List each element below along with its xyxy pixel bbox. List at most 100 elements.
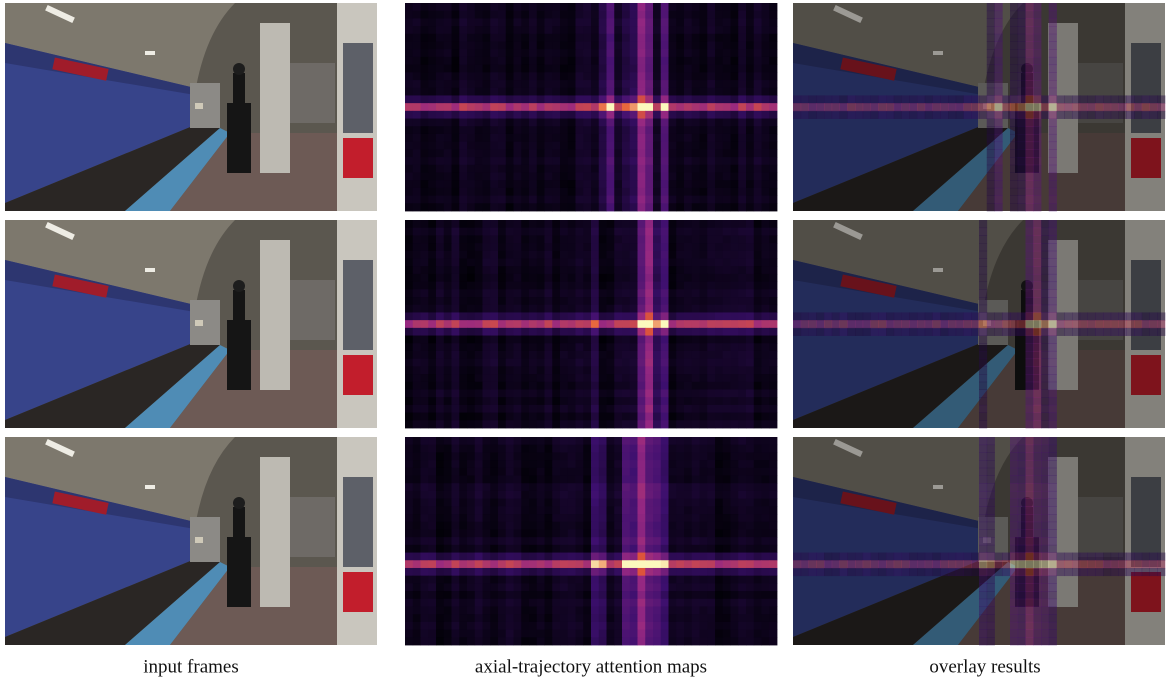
- heat-cell: [707, 274, 715, 282]
- heat-cell: [707, 65, 715, 73]
- heat-cell: [715, 437, 723, 445]
- heat-cell: [413, 305, 421, 313]
- heat-cell: [452, 297, 460, 305]
- heat-cell: [723, 243, 731, 251]
- heat-cell: [622, 583, 630, 591]
- heat-cell: [483, 142, 491, 150]
- heat-cell: [537, 576, 545, 584]
- heat-cell: [1150, 103, 1158, 111]
- heat-cell: [622, 220, 630, 228]
- heat-cell: [413, 18, 421, 26]
- heat-cell: [475, 514, 483, 522]
- heat-cell: [700, 614, 708, 622]
- heat-cell: [498, 499, 506, 507]
- heat-cell: [769, 3, 777, 11]
- heat-cell: [971, 95, 979, 103]
- heat-cell: [483, 312, 491, 320]
- heat-cell: [769, 545, 777, 553]
- heat-cell: [746, 235, 754, 243]
- heat-cell: [731, 72, 739, 80]
- heat-cell: [421, 599, 429, 607]
- heat-cell: [583, 614, 591, 622]
- heat-cell: [700, 382, 708, 390]
- heat-cell: [676, 3, 684, 11]
- heat-cell: [1049, 196, 1057, 204]
- heat-cell: [653, 312, 661, 320]
- heat-cell: [521, 196, 529, 204]
- heat-cell: [583, 405, 591, 413]
- heat-cell: [428, 591, 436, 599]
- heat-cell: [863, 560, 871, 568]
- heat-cell: [467, 196, 475, 204]
- heat-cell: [436, 545, 444, 553]
- heat-cell: [746, 420, 754, 428]
- heat-cell: [676, 343, 684, 351]
- heat-cell: [940, 320, 948, 328]
- heat-cell: [552, 583, 560, 591]
- heat-cell: [1033, 452, 1041, 460]
- heat-cell: [405, 437, 413, 445]
- heat-cell: [483, 637, 491, 645]
- heat-cell: [630, 583, 638, 591]
- heat-cell: [467, 483, 475, 491]
- heat-cell: [521, 297, 529, 305]
- heat-cell: [700, 220, 708, 228]
- heat-cell: [909, 553, 917, 561]
- heat-cell: [405, 196, 413, 204]
- heat-cell: [692, 483, 700, 491]
- heat-cell: [1080, 103, 1088, 111]
- heat-cell: [1010, 65, 1018, 73]
- heat-cell: [1119, 568, 1127, 576]
- heat-cell: [599, 243, 607, 251]
- heat-cell: [738, 514, 746, 522]
- heat-cell: [483, 42, 491, 50]
- heat-cell: [1033, 468, 1041, 476]
- heat-cell: [769, 297, 777, 305]
- heat-cell: [630, 297, 638, 305]
- heat-cell: [707, 343, 715, 351]
- heat-cell: [979, 251, 987, 259]
- heat-cell: [995, 18, 1003, 26]
- heat-cell: [809, 553, 817, 561]
- heat-cell: [638, 188, 646, 196]
- heat-cell: [715, 583, 723, 591]
- heat-cell: [483, 382, 491, 390]
- heat-cell: [614, 203, 622, 211]
- heat-cell: [661, 514, 669, 522]
- heat-cell: [645, 282, 653, 290]
- heat-cell: [700, 389, 708, 397]
- heat-cell: [676, 336, 684, 344]
- heat-cell: [583, 142, 591, 150]
- heat-cell: [568, 576, 576, 584]
- heat-cell: [638, 142, 646, 150]
- heat-cell: [940, 328, 948, 336]
- heat-cell: [599, 622, 607, 630]
- heat-cell: [638, 437, 646, 445]
- heat-cell: [645, 622, 653, 630]
- heat-cell: [521, 437, 529, 445]
- heat-cell: [599, 560, 607, 568]
- heat-cell: [723, 476, 731, 484]
- heat-cell: [995, 49, 1003, 57]
- heat-cell: [700, 289, 708, 297]
- heat-cell: [909, 560, 917, 568]
- heat-cell: [653, 282, 661, 290]
- heat-cell: [568, 80, 576, 88]
- heat-cell: [452, 228, 460, 236]
- heat-cell: [583, 437, 591, 445]
- heat-cell: [700, 452, 708, 460]
- heat-cell: [1103, 328, 1111, 336]
- heat-cell: [467, 343, 475, 351]
- heat-cell: [645, 366, 653, 374]
- heat-cell: [521, 149, 529, 157]
- heat-cell: [769, 142, 777, 150]
- heat-cell: [436, 591, 444, 599]
- heat-cell: [1018, 126, 1026, 134]
- heat-cell: [684, 134, 692, 142]
- heat-cell: [506, 336, 514, 344]
- heat-cell: [1103, 560, 1111, 568]
- heat-cell: [1002, 95, 1010, 103]
- heat-cell: [692, 545, 700, 553]
- heat-cell: [413, 111, 421, 119]
- heat-cell: [1111, 103, 1119, 111]
